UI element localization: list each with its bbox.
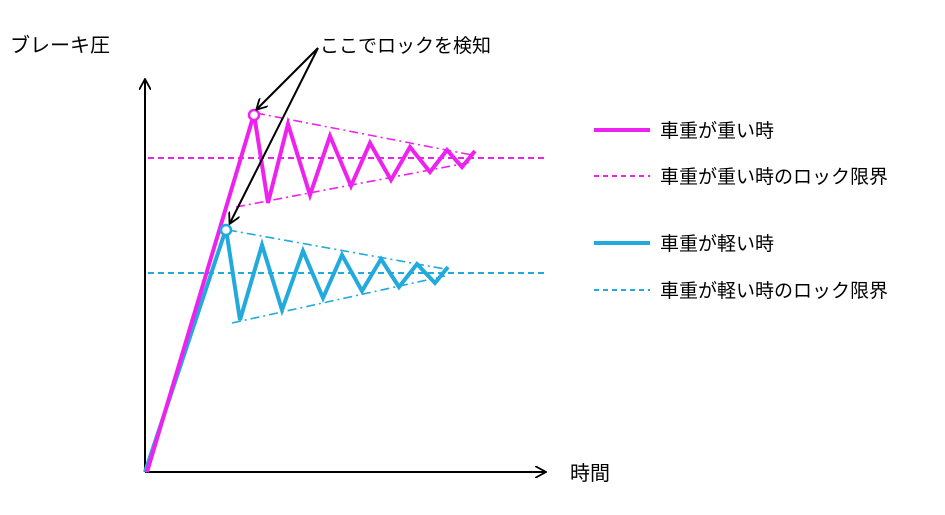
legend-item-light: 車重が軽い時 xyxy=(594,233,774,255)
callout-arrow-light xyxy=(230,47,319,223)
light-lock-detect-marker xyxy=(219,223,233,237)
legend-label-heavy: 車重が重い時 xyxy=(660,120,774,142)
heavy-lock-detect-marker xyxy=(247,108,261,122)
heavy-envelope-lower xyxy=(235,161,473,208)
legend-label-light-limit: 車重が軽い時のロック限界 xyxy=(660,280,888,302)
legend-label-light: 車重が軽い時 xyxy=(660,233,774,255)
legend-item-light-limit: 車重が軽い時のロック限界 xyxy=(594,280,888,302)
lock-detection-callout: ここでロックを検知 xyxy=(320,35,491,57)
legend-label-heavy-limit: 車重が重い時のロック限界 xyxy=(660,166,888,188)
legend-item-heavy-limit: 車重が重い時のロック限界 xyxy=(594,166,888,188)
callout-arrow-heavy xyxy=(257,47,319,109)
legend: 車重が重い時 車重が重い時のロック限界 車重が軽い時 車重が軽い時のロック限界 xyxy=(594,120,888,302)
light-envelope-lower xyxy=(231,275,446,324)
y-axis-label: ブレーキ圧 xyxy=(10,33,110,57)
heavy-pressure-curve xyxy=(145,113,477,473)
x-axis-label: 時間 xyxy=(570,461,610,485)
light-pressure-curve xyxy=(143,228,450,473)
legend-item-heavy: 車重が重い時 xyxy=(594,120,774,142)
